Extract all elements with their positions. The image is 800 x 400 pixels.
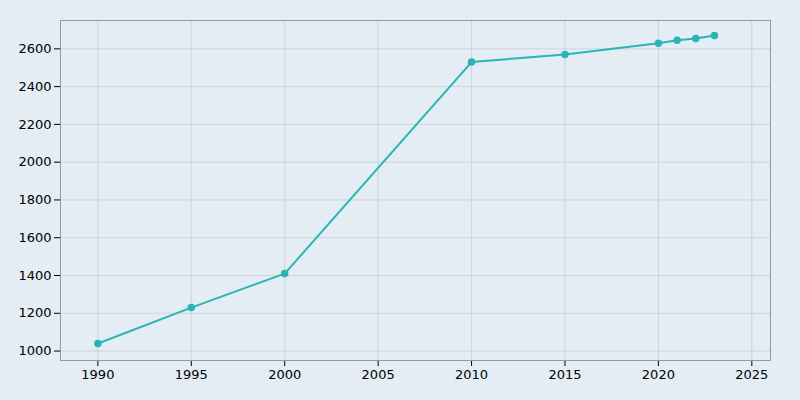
svg-text:2025: 2025 [735,367,768,382]
svg-text:1990: 1990 [81,367,114,382]
svg-text:1200: 1200 [18,305,51,320]
svg-text:2200: 2200 [18,117,51,132]
svg-text:2005: 2005 [362,367,395,382]
svg-text:1995: 1995 [175,367,208,382]
svg-text:2400: 2400 [18,79,51,94]
svg-text:2020: 2020 [642,367,675,382]
svg-text:2000: 2000 [18,154,51,169]
svg-text:2000: 2000 [268,367,301,382]
svg-text:1600: 1600 [18,230,51,245]
svg-text:2015: 2015 [548,367,581,382]
svg-text:2600: 2600 [18,41,51,56]
svg-text:2010: 2010 [455,367,488,382]
svg-text:1400: 1400 [18,268,51,283]
svg-text:1000: 1000 [18,343,51,358]
svg-text:1800: 1800 [18,192,51,207]
